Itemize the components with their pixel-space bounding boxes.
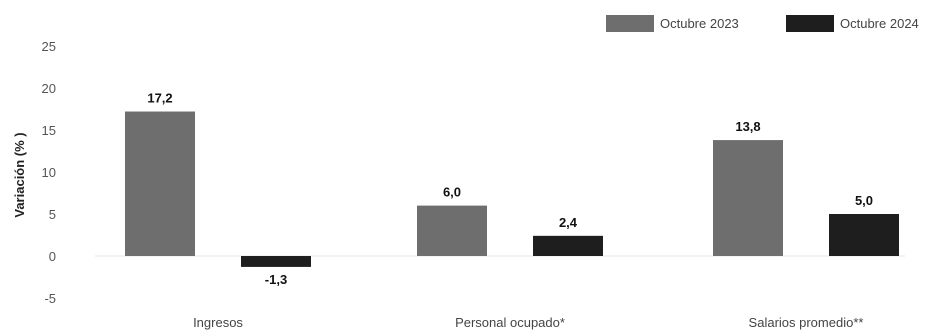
bar-2023 [713,140,783,256]
value-labels: 17,2 -1,3 6,0 2,4 13,8 5,0 [147,91,873,287]
bars-group [125,111,899,267]
y-tick-label: -5 [44,291,56,306]
y-tick-label: 0 [49,249,56,264]
bar-value-label: 13,8 [735,119,760,134]
y-tick-label: 10 [42,165,56,180]
y-tick-label: 25 [42,39,56,54]
bar-value-label: 5,0 [855,193,873,208]
category-label: Ingresos [193,315,243,330]
bar-value-label: 17,2 [147,91,172,106]
y-tick-label: 20 [42,81,56,96]
bar-2024 [533,235,603,256]
y-axis-label: Variación (% ) [12,132,27,217]
category-label: Salarios promedio** [749,315,864,330]
bar-2024 [241,256,311,267]
bar-2023 [417,205,487,256]
legend-label-2023: Octubre 2023 [660,16,739,31]
legend-swatch-2024 [786,15,834,32]
bar-value-label: 6,0 [443,185,461,200]
y-tick-labels: 25 20 15 10 5 0 -5 [42,39,56,306]
legend-label-2024: Octubre 2024 [840,16,919,31]
y-tick-label: 15 [42,123,56,138]
category-labels: Ingresos Personal ocupado* Salarios promed… [193,315,863,330]
category-label: Personal ocupado* [455,315,565,330]
bar-value-label: -1,3 [265,272,287,287]
bar-2023 [125,111,195,257]
legend-swatch-2023 [606,15,654,32]
y-tick-label: 5 [49,207,56,222]
legend: Octubre 2023 Octubre 2024 [606,15,919,32]
bar-2024 [829,214,899,256]
bar-value-label: 2,4 [559,215,578,230]
